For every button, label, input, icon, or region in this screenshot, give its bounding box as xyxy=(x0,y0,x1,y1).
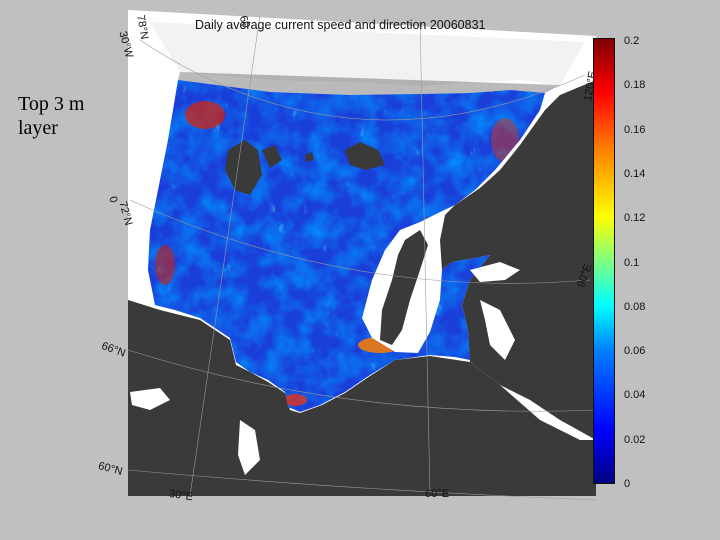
colorbar-tick-label: 0.1 xyxy=(624,256,640,269)
island-svalbard-2 xyxy=(262,145,282,168)
land-north xyxy=(178,72,560,95)
label-lon-60: 60°E xyxy=(425,488,449,500)
colorbar-tick-label: 0.04 xyxy=(624,389,646,402)
colorbar-tick-label: 0 xyxy=(624,478,631,490)
hotspot-norway xyxy=(155,245,175,285)
ice-east-2 xyxy=(480,300,515,360)
hotspot-kola xyxy=(283,394,307,406)
arctic-region xyxy=(150,22,585,86)
colorbar-tick-label: 0.18 xyxy=(624,79,646,92)
island-franz-josef xyxy=(345,142,385,170)
colorbar-tick-label: 0.06 xyxy=(624,345,646,358)
slide-label: Top 3 m layer xyxy=(18,93,85,139)
map-title: Daily average current speed and directio… xyxy=(195,18,486,32)
colorbar-tick-label: 0.14 xyxy=(624,167,646,180)
colorbar-tick-label: 0.02 xyxy=(624,433,646,446)
colorbar-tick-label: 0.2 xyxy=(624,35,640,47)
land-east xyxy=(440,80,596,440)
island-svalbard xyxy=(225,140,262,195)
colorbar-tick-label: 0.12 xyxy=(624,212,646,225)
colorbar-tick-label: 0.16 xyxy=(624,123,646,136)
ice-south xyxy=(130,388,170,410)
island-small xyxy=(305,152,314,162)
island-novaya-zemlya xyxy=(380,230,428,345)
colorbar xyxy=(593,38,615,484)
colorbar-tick-label: 0.08 xyxy=(624,300,646,313)
graticule xyxy=(127,14,597,501)
ice-east xyxy=(470,262,520,282)
hotspot-svalbard xyxy=(185,101,225,129)
ice-baltic xyxy=(238,420,260,475)
